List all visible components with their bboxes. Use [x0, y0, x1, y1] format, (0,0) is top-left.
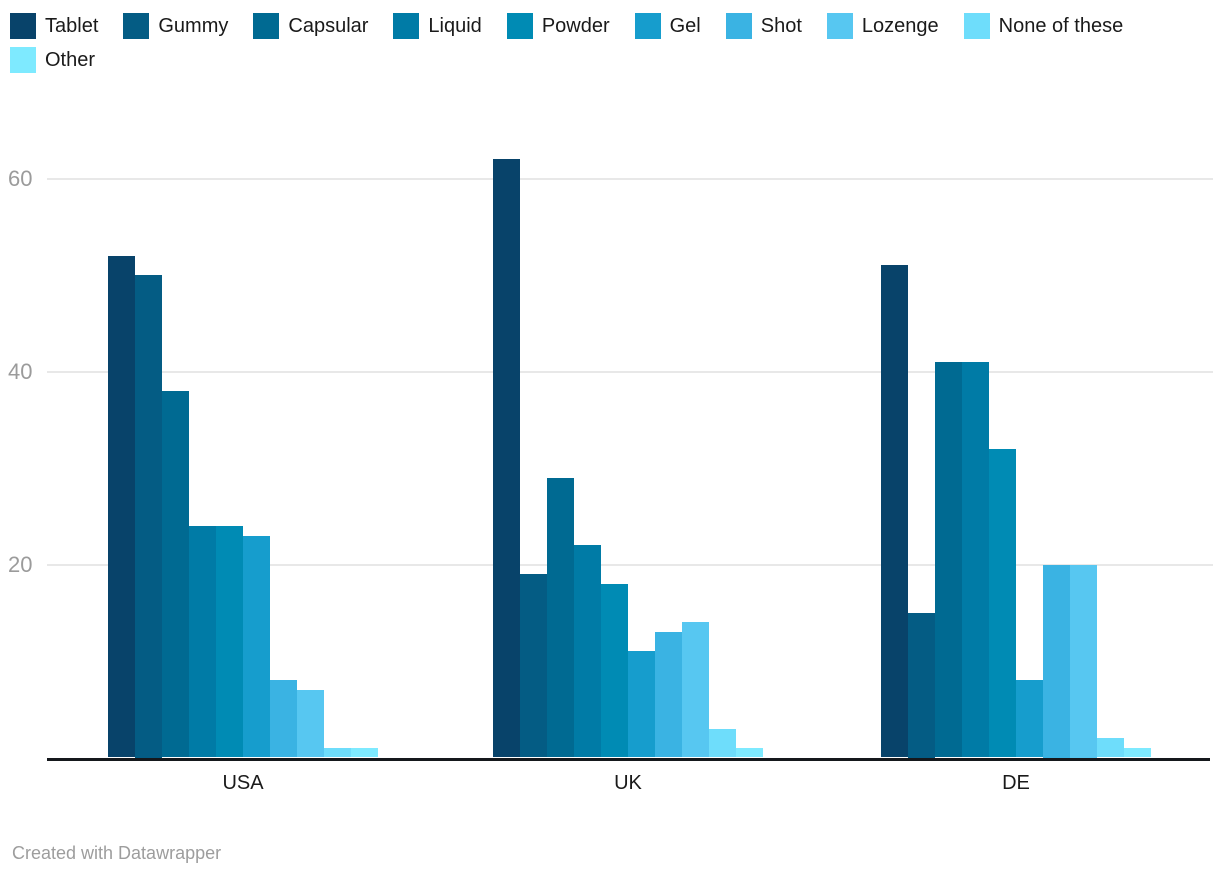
bar-uk-lozenge	[682, 622, 709, 758]
bar-usa-liquid	[189, 525, 216, 758]
legend-swatch-icon	[393, 13, 420, 39]
bar-usa-shot	[270, 680, 297, 758]
bar-usa-capsular	[162, 390, 189, 758]
legend-item-powder: Powder	[506, 13, 610, 39]
legend-label: Shot	[760, 15, 802, 37]
legend-swatch-icon	[10, 47, 36, 73]
gridline-60	[47, 177, 1213, 180]
bar-uk-powder	[601, 583, 628, 758]
bar-usa-gummy	[135, 275, 162, 758]
x-axis-category-label-de: DE	[1002, 771, 1030, 794]
gridline-40	[47, 370, 1213, 373]
bar-de-liquid	[962, 361, 989, 758]
bar-de-gel	[1016, 680, 1043, 758]
legend-item-tablet: Tablet	[10, 13, 98, 39]
bar-uk-capsular	[547, 477, 574, 758]
bar-de-powder	[989, 448, 1016, 758]
bar-uk-other	[736, 747, 763, 758]
legend-swatch-icon	[963, 13, 990, 39]
legend-item-shot: Shot	[725, 13, 802, 39]
x-axis-category-label-uk: UK	[614, 771, 642, 794]
x-axis-line	[47, 757, 1210, 761]
y-axis-tick-label: 20	[8, 551, 33, 577]
legend-item-lozenge: Lozenge	[826, 13, 939, 39]
bar-de-gummy	[908, 612, 935, 758]
bar-de-other	[1124, 747, 1151, 758]
x-axis-category-label-usa: USA	[222, 771, 264, 794]
attribution-link[interactable]: Created with Datawrapper	[12, 843, 222, 863]
bar-uk-gummy	[520, 574, 547, 758]
bar-de-capsular	[935, 361, 962, 758]
bar-uk-gel	[628, 651, 655, 758]
legend-item-liquid: Liquid	[393, 13, 482, 39]
legend-label: Lozenge	[861, 15, 939, 37]
legend-swatch-icon	[826, 13, 853, 39]
legend-swatch-icon	[123, 13, 150, 39]
legend-swatch-icon	[253, 13, 280, 39]
y-axis-tick-label: 40	[8, 358, 33, 384]
legend-label: Powder	[541, 15, 610, 37]
bar-de-none-of-these	[1097, 738, 1124, 758]
bar-usa-none-of-these	[324, 747, 351, 758]
bar-de-tablet	[881, 265, 908, 758]
legend-item-capsular: Capsular	[253, 13, 368, 39]
legend-label: Gummy	[158, 15, 229, 37]
bar-usa-gel	[243, 535, 270, 758]
y-axis-tick-label: 60	[8, 165, 33, 191]
legend: Tablet Gummy Capsular Liquid Powder Gel Shot Lo…	[10, 13, 1210, 73]
legend-swatch-icon	[725, 13, 752, 39]
legend-swatch-icon	[634, 13, 661, 39]
legend-label: Tablet	[45, 15, 99, 37]
bar-de-lozenge	[1070, 564, 1097, 758]
legend-swatch-icon	[506, 13, 533, 39]
legend-item-none-of-these: None of these	[963, 13, 1124, 39]
bar-uk-tablet	[493, 159, 520, 758]
legend-swatch-icon	[10, 13, 36, 39]
bar-usa-other	[351, 747, 378, 758]
legend-label: Liquid	[428, 15, 482, 37]
bar-de-shot	[1043, 564, 1070, 758]
gridline-20	[47, 563, 1213, 566]
legend-item-gummy: Gummy	[123, 13, 228, 39]
legend-label: None of these	[998, 15, 1124, 37]
bar-usa-tablet	[108, 255, 135, 758]
legend-label: Capsular	[288, 15, 369, 37]
bar-usa-powder	[216, 525, 243, 758]
bar-uk-none-of-these	[709, 728, 736, 758]
bar-uk-liquid	[574, 545, 601, 758]
legend-item-gel: Gel	[634, 13, 701, 39]
legend-label: Other	[45, 49, 96, 71]
legend-item-other: Other	[10, 47, 95, 73]
bar-uk-shot	[655, 632, 682, 758]
legend-label: Gel	[669, 15, 701, 37]
bar-usa-lozenge	[297, 689, 324, 758]
